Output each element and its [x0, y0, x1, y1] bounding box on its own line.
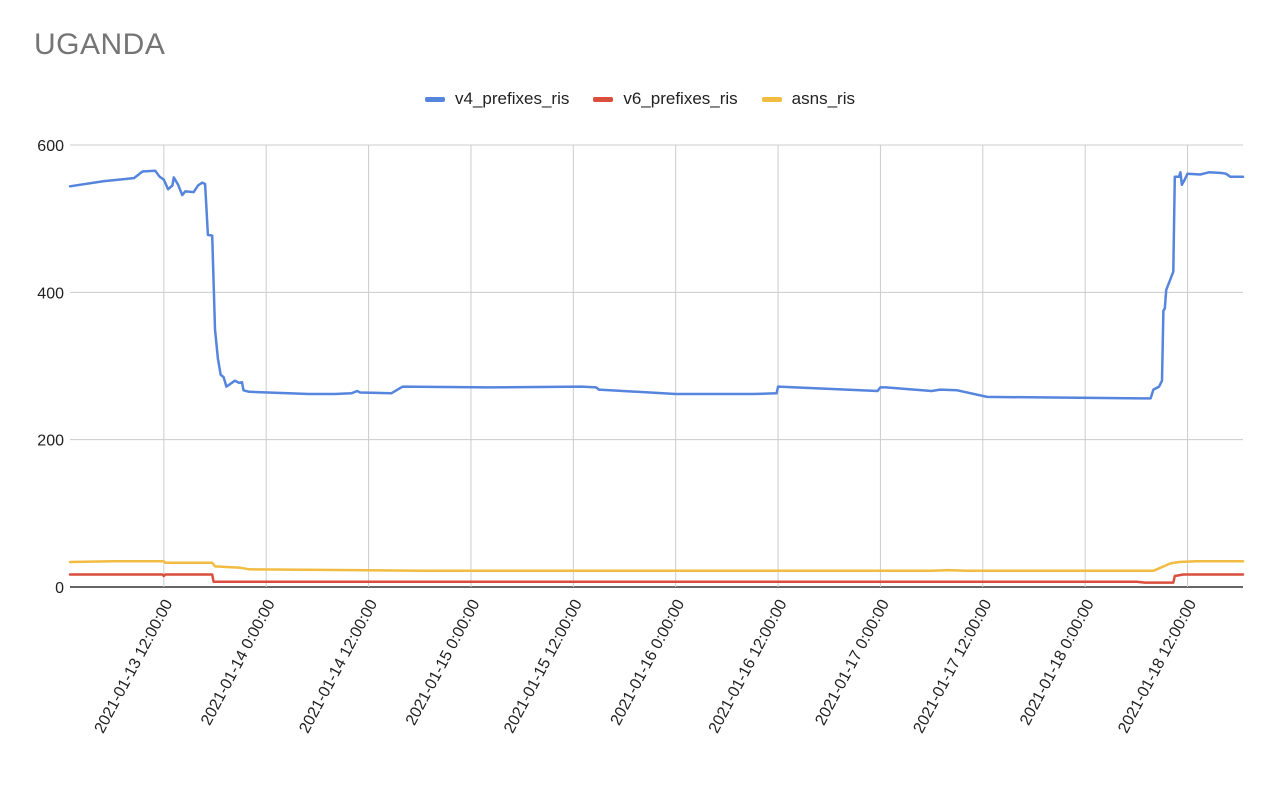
legend-swatch-v4: [425, 96, 446, 102]
x-tick-label: 2021-01-16 0:00:00: [608, 597, 689, 728]
x-tick-label: 2021-01-17 12:00:00: [911, 597, 996, 736]
legend-label-asns: asns_ris: [791, 89, 855, 108]
legend-label-v6: v6_prefixes_ris: [623, 89, 738, 108]
x-tick-label: 2021-01-18 0:00:00: [1017, 597, 1098, 728]
x-tick-label: 2021-01-18 12:00:00: [1115, 597, 1200, 736]
legend-item-asns[interactable]: asns_ris: [761, 89, 855, 109]
chart-title: UGANDA: [34, 28, 166, 61]
legend-label-v4: v4_prefixes_ris: [455, 89, 570, 108]
x-tick-label: 2021-01-17 0:00:00: [812, 597, 893, 728]
x-tick-label: 2021-01-14 0:00:00: [198, 597, 279, 728]
x-tick-label: 2021-01-13 12:00:00: [92, 597, 177, 736]
legend-item-v6[interactable]: v6_prefixes_ris: [593, 89, 738, 109]
x-tick-label: 2021-01-15 12:00:00: [501, 597, 586, 736]
y-tick-label: 0: [55, 580, 64, 597]
y-tick-label: 600: [37, 138, 64, 155]
x-tick-label: 2021-01-14 12:00:00: [296, 597, 381, 736]
legend-item-v4[interactable]: v4_prefixes_ris: [425, 89, 569, 109]
legend-swatch-asns: [761, 96, 782, 102]
y-tick-label: 400: [37, 285, 64, 302]
x-tick-label: 2021-01-16 12:00:00: [706, 597, 791, 736]
series-layer: [68, 169, 1245, 584]
label-layer: 0 200 400 600 2021-01-13 12:00:00 2021-01-14 …: [37, 138, 1200, 736]
legend-swatch-v6: [593, 96, 614, 102]
legend: v4_prefixes_ris v6_prefixes_ris asns_ris: [0, 89, 1280, 109]
y-tick-label: 200: [37, 433, 64, 450]
series-line-v6-prefixes-ris[interactable]: [68, 573, 1245, 584]
grid-layer: [70, 144, 1243, 588]
x-tick-label: 2021-01-15 0:00:00: [403, 597, 484, 728]
series-line-v4-prefixes-ris[interactable]: [68, 169, 1245, 400]
series-line-asns-ris[interactable]: [68, 559, 1245, 573]
